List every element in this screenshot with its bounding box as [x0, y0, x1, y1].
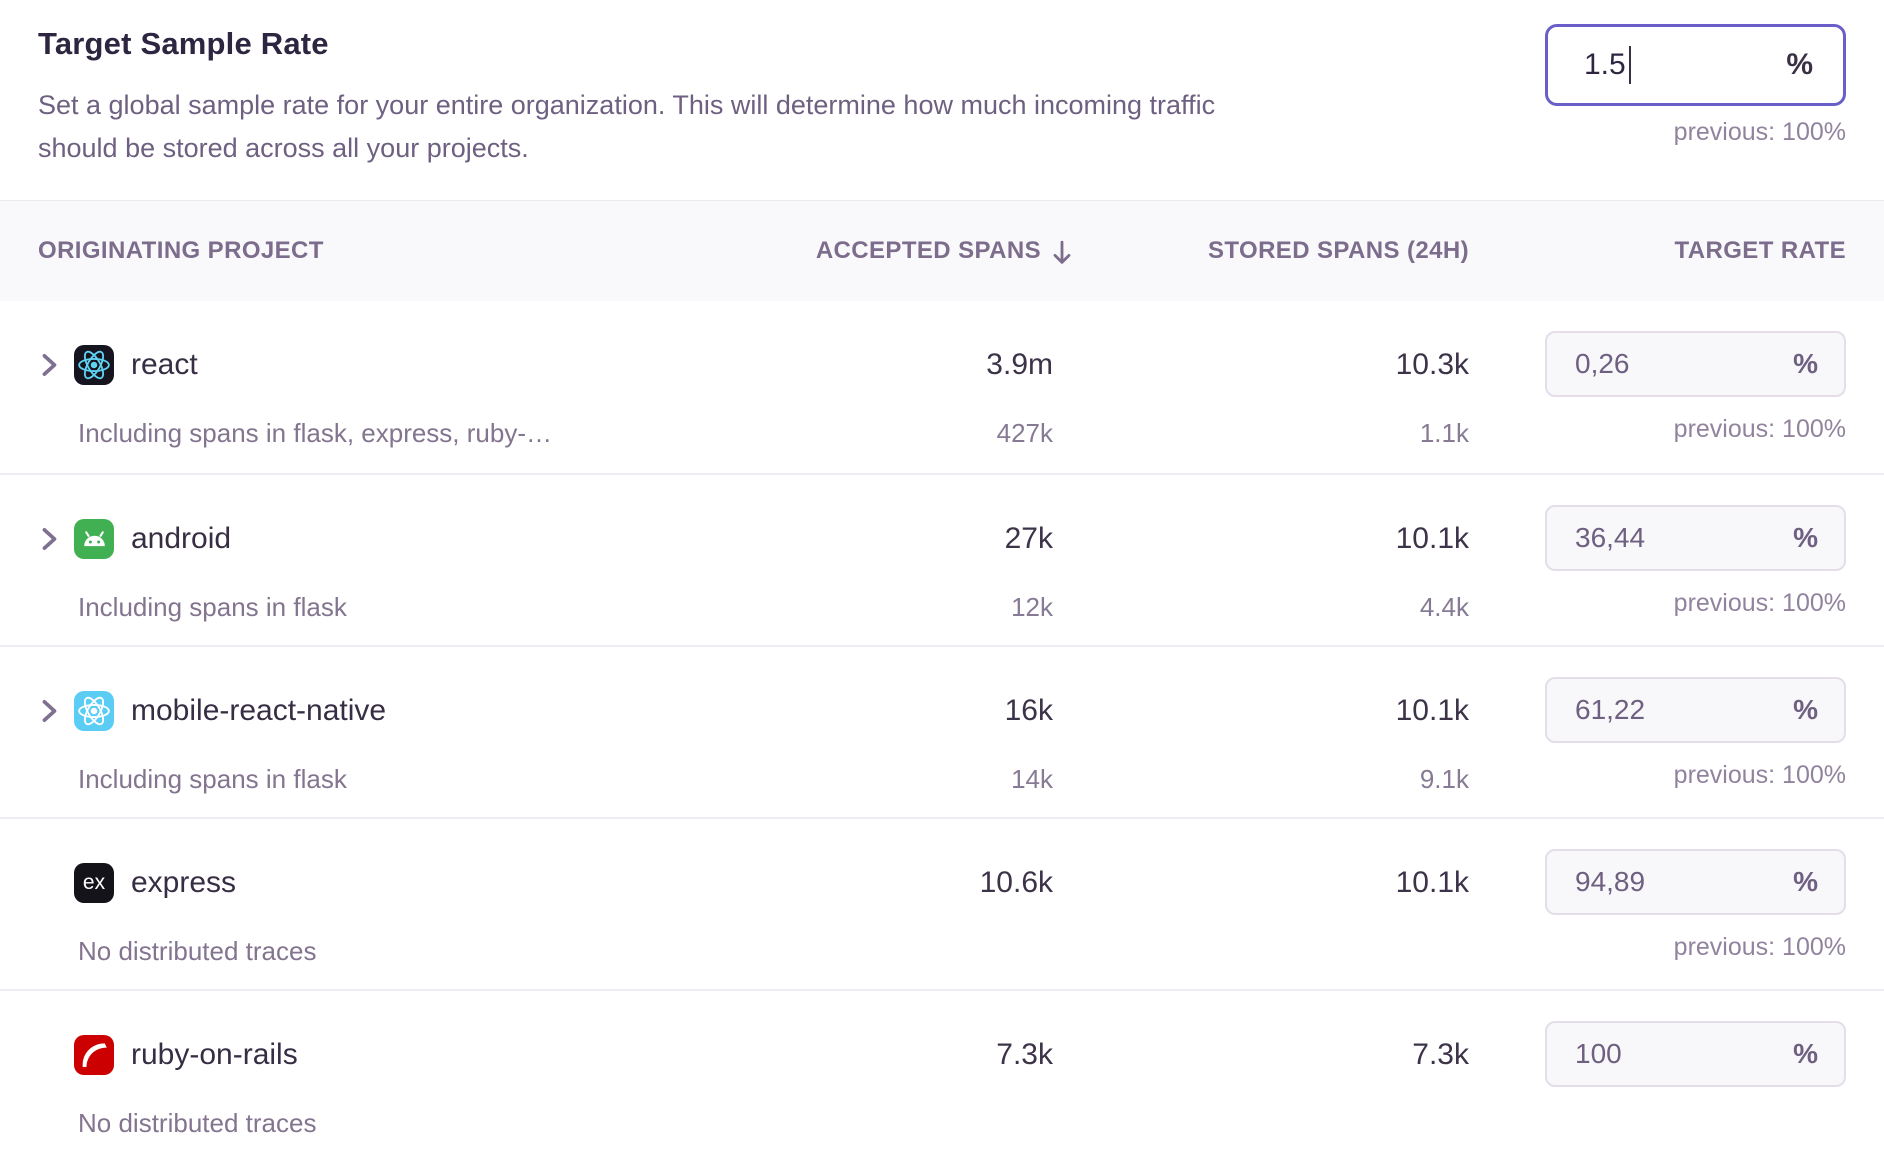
accepted-spans-subvalue	[753, 1101, 1073, 1145]
project-icon	[74, 519, 114, 559]
stored-spans-value: 10.1k	[1395, 694, 1469, 727]
target-rate-value: 36,44	[1575, 522, 1646, 553]
percent-sign: %	[1793, 1038, 1818, 1069]
react-logo-icon	[78, 350, 110, 380]
page-title: Target Sample Rate	[38, 26, 329, 61]
percent-sign: %	[1793, 866, 1818, 897]
expand-chevron-icon[interactable]	[38, 696, 62, 726]
project-name: android	[131, 522, 232, 555]
percent-sign: %	[1793, 348, 1818, 379]
target-rate-input[interactable]: 61,22 %	[1545, 677, 1846, 743]
previous-rate-label: previous: 100%	[1673, 932, 1846, 961]
global-sample-rate-input[interactable]: 1.5 %	[1545, 24, 1846, 106]
table-row: ex express No distributed traces 10.6k 1…	[0, 817, 1884, 989]
accepted-spans-subvalue: 12k	[1011, 591, 1053, 622]
android-logo-icon	[83, 531, 105, 547]
stored-spans-value: 10.1k	[1395, 866, 1469, 899]
project-name: react	[131, 348, 198, 381]
project-icon	[74, 691, 114, 731]
project-subtext: No distributed traces	[78, 935, 317, 966]
projects-table: react Including spans in flask, express,…	[0, 301, 1884, 1160]
description-line: Set a global sample rate for your entire…	[38, 90, 1216, 120]
column-header-target-rate: TARGET RATE	[1674, 237, 1846, 264]
table-row: android Including spans in flask 27k 12k…	[0, 473, 1884, 645]
expand-chevron-icon[interactable]	[38, 350, 62, 380]
project-subtext: Including spans in flask, express, ruby-…	[78, 417, 552, 448]
table-row: mobile-react-native Including spans in f…	[0, 645, 1884, 817]
target-sample-rate-section: Target Sample Rate Set a global sample r…	[0, 0, 1884, 200]
target-rate-value: 100	[1575, 1038, 1622, 1069]
previous-rate-label: previous: 100%	[1673, 588, 1846, 617]
accepted-spans-subvalue: 14k	[1011, 763, 1053, 794]
column-header-stored-spans[interactable]: STORED SPANS (24H)	[1207, 237, 1469, 264]
accepted-spans-subvalue: 427k	[996, 417, 1053, 448]
previous-rate-label	[1545, 1097, 1846, 1141]
table-row: react Including spans in flask, express,…	[0, 301, 1884, 473]
project-icon: ex	[74, 863, 114, 903]
project-name: ruby-on-rails	[131, 1038, 298, 1071]
global-sample-rate-value: 1.5	[1584, 48, 1626, 81]
percent-sign: %	[1786, 48, 1813, 81]
stored-spans-subvalue: 1.1k	[1419, 417, 1469, 448]
react-native-logo-icon	[78, 696, 110, 726]
project-icon	[74, 345, 114, 385]
description-line: should be stored across all your project…	[38, 133, 529, 163]
percent-sign: %	[1793, 694, 1818, 725]
previous-rate-label: previous: 100%	[1673, 118, 1846, 146]
percent-sign: %	[1793, 522, 1818, 553]
target-rate-input[interactable]: 36,44 %	[1545, 505, 1846, 571]
accepted-spans-value: 3.9m	[986, 348, 1053, 381]
previous-rate-label: previous: 100%	[1673, 760, 1846, 789]
table-row: ruby-on-rails No distributed traces 7.3k…	[0, 989, 1884, 1160]
stored-spans-subvalue	[1073, 1101, 1469, 1145]
text-cursor	[1628, 46, 1631, 84]
stored-spans-subvalue: 4.4k	[1419, 591, 1469, 622]
expand-chevron-icon[interactable]	[38, 524, 62, 554]
stored-spans-value: 10.1k	[1395, 522, 1469, 555]
accepted-spans-value: 10.6k	[979, 866, 1053, 899]
column-header-originating-project: ORIGINATING PROJECT	[38, 237, 324, 264]
project-name: express	[131, 866, 237, 899]
accepted-spans-value: 7.3k	[996, 1038, 1053, 1071]
target-rate-input[interactable]: 0,26 %	[1545, 331, 1846, 397]
stored-spans-value: 7.3k	[1412, 1038, 1469, 1071]
accepted-spans-value: 27k	[1004, 522, 1053, 555]
express-logo-icon: ex	[82, 871, 106, 894]
project-subtext: Including spans in flask	[78, 591, 347, 622]
target-rate-value: 0,26	[1575, 348, 1630, 379]
accepted-spans-subvalue	[753, 929, 1073, 973]
target-rate-input[interactable]: 100 %	[1545, 1021, 1846, 1087]
sort-descending-icon	[1053, 240, 1071, 264]
table-header: ORIGINATING PROJECT ACCEPTED SPANS STORE…	[0, 200, 1884, 301]
stored-spans-value: 10.3k	[1395, 348, 1469, 381]
target-rate-value: 94,89	[1575, 866, 1646, 897]
stored-spans-subvalue	[1073, 929, 1469, 973]
project-icon	[74, 1035, 114, 1075]
project-subtext: Including spans in flask	[78, 763, 347, 794]
stored-spans-subvalue: 9.1k	[1419, 763, 1469, 794]
accepted-spans-value: 16k	[1004, 694, 1053, 727]
page-description: Set a global sample rate for your entire…	[38, 84, 1215, 170]
column-header-accepted-spans[interactable]: ACCEPTED SPANS	[816, 237, 1073, 265]
project-subtext: No distributed traces	[78, 1107, 317, 1138]
rails-logo-icon	[82, 1043, 107, 1068]
target-rate-value: 61,22	[1575, 694, 1646, 725]
previous-rate-label: previous: 100%	[1673, 414, 1846, 443]
project-name: mobile-react-native	[131, 694, 387, 727]
target-rate-input[interactable]: 94,89 %	[1545, 849, 1846, 915]
